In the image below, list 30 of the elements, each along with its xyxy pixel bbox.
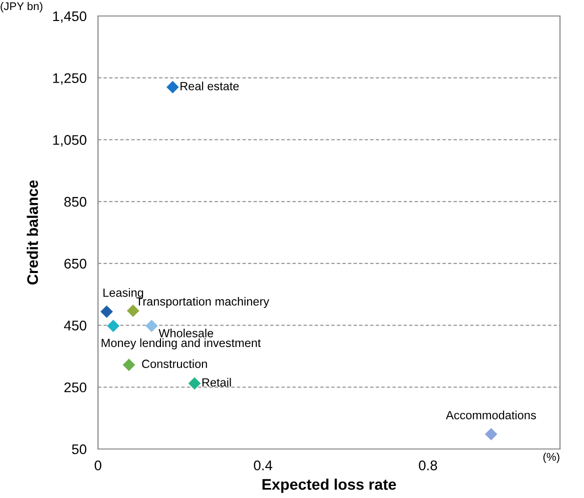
point xyxy=(484,428,498,440)
text: (JPY bn) xyxy=(0,2,42,12)
x-tick-label: 0.8 xyxy=(418,460,438,470)
series-label: Money lending and investment xyxy=(102,338,261,350)
series-label: Real estate xyxy=(180,82,239,90)
y-axis-title: Credit balance xyxy=(26,180,38,285)
point xyxy=(107,320,120,332)
x-tick-label: 0 xyxy=(94,460,102,470)
series-label: Leasing xyxy=(103,288,144,300)
text: (%) xyxy=(543,452,560,463)
point xyxy=(145,320,158,332)
point xyxy=(100,305,113,318)
point xyxy=(122,358,136,372)
y-tick-label: 1,450 xyxy=(53,11,86,23)
y-tick-label: 850 xyxy=(64,196,86,207)
y-tick-label: 50 xyxy=(72,444,86,454)
series-label: Accommodations xyxy=(446,410,536,420)
point xyxy=(188,377,201,390)
y-tick-label: 250 xyxy=(64,382,86,392)
x-tick-label: 0.4 xyxy=(254,460,272,470)
series-label: Retail xyxy=(202,378,231,387)
series-label: Wholesale xyxy=(158,328,214,338)
y-tick-label: 1,250 xyxy=(53,73,86,85)
series-label: Transportation machinery xyxy=(136,296,270,308)
point xyxy=(166,80,179,94)
y-tick-label: 650 xyxy=(64,258,86,269)
y-tick-label: 450 xyxy=(64,320,86,330)
y-tick-label: 1,050 xyxy=(53,135,86,147)
x-axis-title: Expected loss rate xyxy=(262,478,396,493)
series-label: Construction xyxy=(142,359,207,368)
